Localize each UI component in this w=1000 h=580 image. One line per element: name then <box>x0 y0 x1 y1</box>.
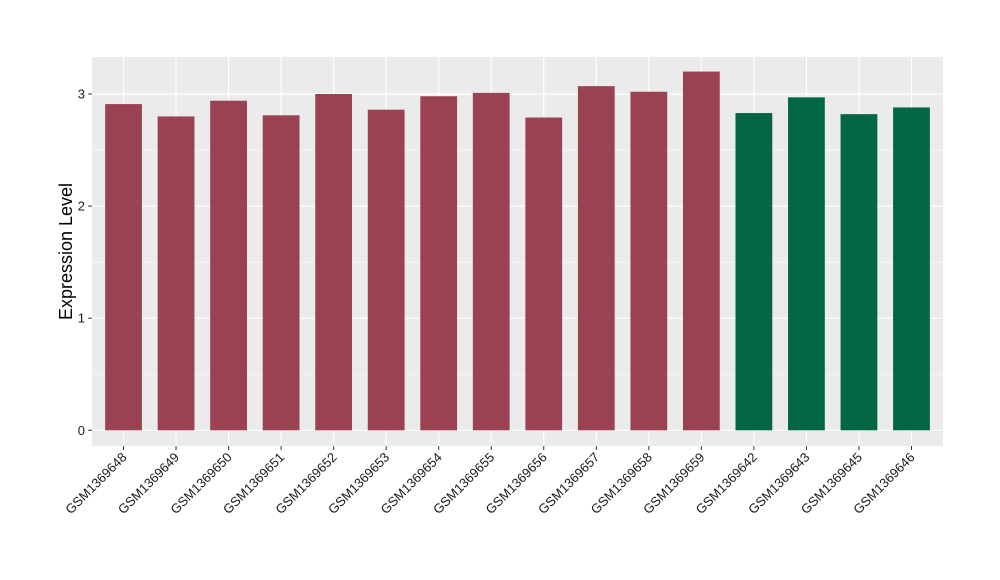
bar-GSM1369653 <box>367 109 405 431</box>
x-axis: GSM1369648GSM1369649GSM1369650GSM1369651… <box>62 446 918 517</box>
bar-GSM1369646 <box>893 107 930 431</box>
bar-GSM1369651 <box>262 115 300 431</box>
y-tick-label: 2 <box>78 199 85 214</box>
y-axis-title: Expression Level <box>56 183 76 320</box>
bar-GSM1369657 <box>577 86 615 431</box>
bar-GSM1369642 <box>735 113 773 431</box>
bar-GSM1369658 <box>630 91 668 431</box>
bar-GSM1369648 <box>105 104 142 431</box>
y-tick-label: 3 <box>78 86 85 101</box>
bar-GSM1369654 <box>420 96 458 431</box>
bar-GSM1369643 <box>788 97 825 431</box>
bar-GSM1369659 <box>682 71 720 431</box>
bar-GSM1369655 <box>472 92 510 431</box>
bar-GSM1369656 <box>525 117 563 431</box>
bar-GSM1369650 <box>210 100 247 431</box>
y-axis: 0 1 2 3 <box>78 86 92 438</box>
y-tick-label: 1 <box>78 311 85 326</box>
bars <box>105 71 930 431</box>
bar-GSM1369645 <box>840 114 878 431</box>
y-tick-label: 0 <box>78 423 85 438</box>
bar-GSM1369649 <box>157 116 195 431</box>
bar-GSM1369652 <box>315 93 353 431</box>
